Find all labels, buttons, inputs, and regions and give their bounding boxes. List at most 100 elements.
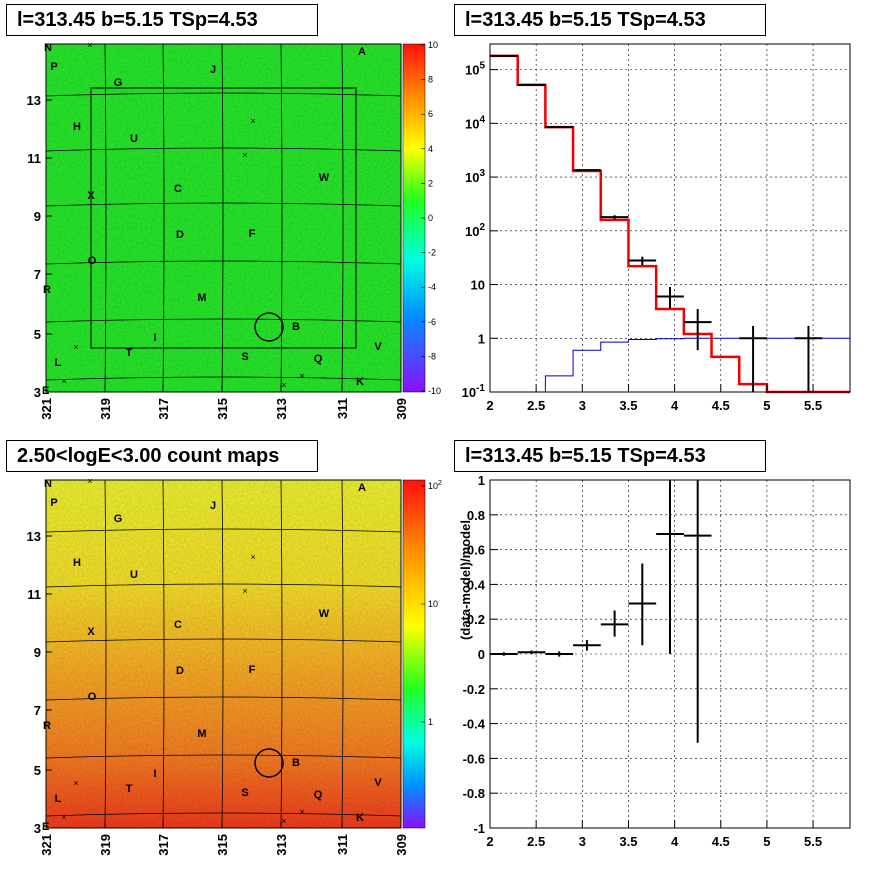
residual-y-tick-0.4: 0.4 [467, 577, 486, 592]
residual-y-tick--0.4: -0.4 [463, 717, 486, 732]
spectrum-y-tick-10^5: 105 [465, 61, 485, 78]
source-label-B: B [292, 757, 300, 769]
source-label-K: K [356, 376, 364, 388]
colorbar-tick--2: -2 [428, 248, 436, 258]
roi-boundary [90, 87, 357, 349]
corner-north-label: N [44, 42, 52, 54]
count-colorbar [403, 480, 425, 828]
target-source-circle [254, 312, 284, 342]
residual-y-tick-0: 0 [478, 647, 485, 662]
grid-longitude-line [341, 479, 344, 829]
source-label-L: L [55, 357, 62, 369]
residual-axes: 2 2.5 3 3.5 4 4.5 5 5.5 1 0.8 0.6 0.4 0.2 0 -0.2 -0.4 -0… [463, 473, 823, 849]
grid-latitude-line [45, 147, 402, 152]
map-y-tick-3: 3 [34, 385, 41, 400]
source-label-A: A [358, 46, 366, 58]
total-model-step [490, 54, 850, 394]
map-x-tick-315: 315 [215, 398, 230, 420]
map-x-tick-315: 315 [215, 834, 230, 856]
residual-colorbar-ticks: 10 8 6 4 2 0 -2 -4 -6 -8 -10 [421, 40, 441, 396]
source-label-R: R [43, 284, 51, 296]
source-label-W: W [319, 172, 330, 184]
residual-y-tick-1: 1 [478, 473, 485, 488]
map-x-tick-309: 309 [394, 398, 409, 420]
grid-longitude-line [221, 43, 224, 393]
residual-y-tick-0.2: 0.2 [467, 612, 485, 627]
spectrum-y-tick-10^4: 104 [465, 114, 485, 131]
source-label-O: O [88, 691, 97, 703]
grid-latitude-line [45, 696, 402, 701]
colorbar-tick--10: -10 [428, 386, 441, 396]
residual-x-tick-4.5: 4.5 [712, 834, 730, 849]
source-model-step [490, 337, 850, 393]
residual-map-grid [45, 43, 402, 393]
residual-map-noise [46, 44, 401, 392]
target-source-circle-counts [254, 748, 284, 778]
map-y-tick-7: 7 [34, 703, 41, 718]
map-x-tick-321: 321 [39, 834, 54, 856]
source-marker: × [73, 342, 78, 352]
spectrum-axes: 2 2.5 3 3.5 4 4.5 5 5.5 10-1 1 10 102 103 104 105 [462, 61, 822, 413]
map-x-tick-311: 311 [335, 834, 350, 855]
grid-latitude-line [45, 202, 402, 207]
source-label-I: I [153, 768, 156, 780]
source-label-B: B [292, 321, 300, 333]
source-label-P: P [50, 61, 57, 73]
residual-x-tick-5.5: 5.5 [804, 834, 822, 849]
source-label-S: S [241, 351, 248, 363]
spectrum-y-tick-10^2: 102 [465, 222, 485, 239]
spectrum-x-tick-4.5: 4.5 [712, 398, 730, 413]
grid-latitude-line [45, 260, 402, 265]
residual-y-tick-0.6: 0.6 [467, 543, 485, 558]
residual-y-axis-label: (data-model)/model [458, 520, 473, 640]
source-marker: × [242, 586, 247, 596]
residual-series [490, 480, 712, 743]
source-label-C: C [174, 619, 182, 631]
source-label-U: U [130, 133, 138, 145]
source-label-D: D [176, 229, 184, 241]
residual-x-tick-3.5: 3.5 [619, 834, 637, 849]
source-label-M: M [197, 728, 206, 740]
count-map-noise [46, 480, 401, 828]
grid-longitude-line [221, 479, 224, 829]
source-label-H: H [73, 557, 81, 569]
spectrum-frame [489, 43, 851, 393]
source-label-C: C [174, 183, 182, 195]
source-marker: × [87, 476, 92, 486]
spectrum-series [490, 54, 850, 394]
colorbar-tick-10: 10 [428, 40, 438, 50]
colorbar-tick-1: 1 [428, 717, 433, 727]
map-x-tick-317: 317 [156, 398, 171, 420]
spectrum-x-tick-5: 5 [763, 398, 770, 413]
grid-longitude-line [280, 479, 283, 829]
grid-longitude-line [162, 479, 165, 829]
source-marker: × [87, 40, 92, 50]
source-label-G: G [114, 77, 123, 89]
map-x-tick-319: 319 [98, 398, 113, 420]
map-x-tick-309: 309 [394, 834, 409, 856]
source-label-V: V [374, 341, 382, 353]
source-marker: × [299, 371, 304, 381]
source-label-R: R [43, 720, 51, 732]
count-colorbar-frame [402, 479, 426, 829]
count-map-grid [45, 479, 402, 829]
spectrum-y-tick-1: 1 [478, 331, 485, 346]
source-marker: × [250, 116, 255, 126]
source-label-O: O [88, 255, 97, 267]
spectrum-x-tick-3: 3 [579, 398, 586, 413]
source-label-U: U [130, 569, 138, 581]
colorbar-tick--4: -4 [428, 282, 436, 292]
grid-longitude-line [341, 43, 344, 393]
grid-latitude-line [45, 812, 402, 817]
grid-latitude-line [45, 754, 402, 759]
source-label-H: H [73, 121, 81, 133]
residual-y-tick--0.2: -0.2 [463, 682, 485, 697]
colorbar-tick-2: 2 [428, 178, 433, 188]
colorbar-tick-6: 6 [428, 109, 433, 119]
map-x-tick-311: 311 [335, 398, 350, 419]
grid-longitude-line [104, 43, 107, 393]
source-label-W: W [319, 608, 330, 620]
residual-x-tick-2: 2 [486, 834, 493, 849]
